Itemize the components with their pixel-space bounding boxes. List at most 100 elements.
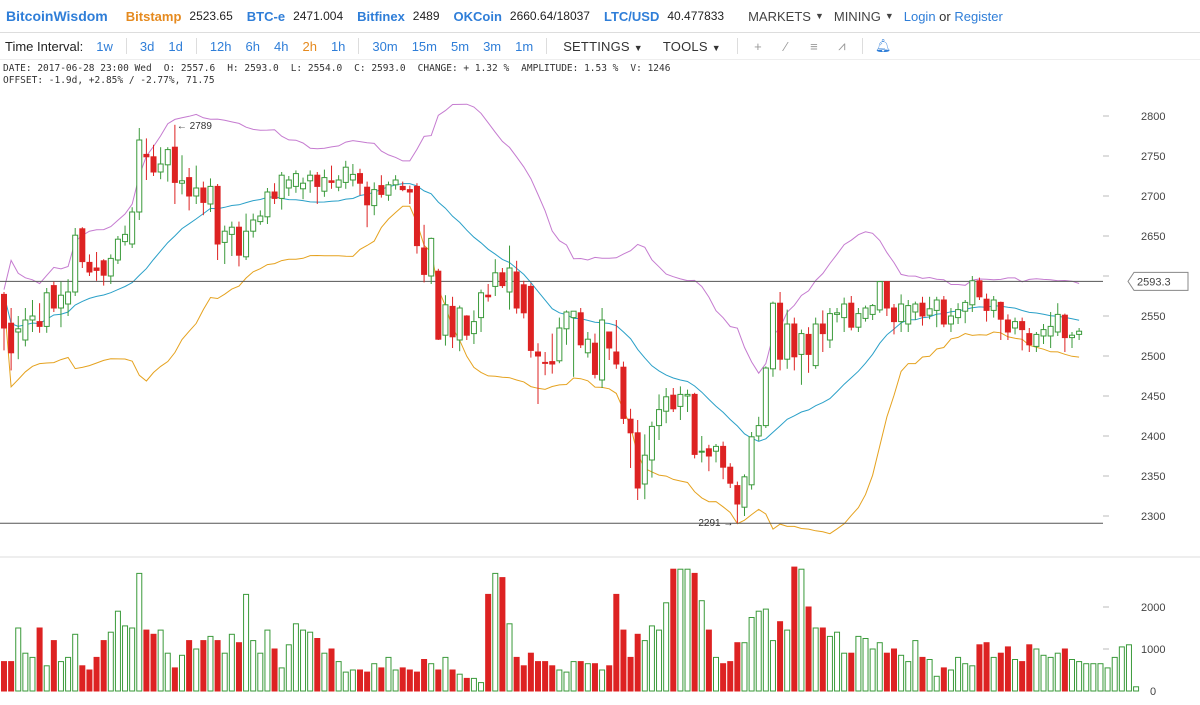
interval-12h[interactable]: 12h [209, 38, 232, 54]
candle-body [734, 485, 741, 505]
fan-tool-icon[interactable]: ⩘ [838, 38, 846, 53]
time-interval-label: Time Interval: [5, 38, 84, 54]
candle-body [791, 323, 798, 358]
candle-body [492, 272, 499, 287]
volume-bar [243, 593, 250, 692]
candle-body [164, 149, 171, 166]
volume-bar [122, 625, 129, 692]
candle-body [114, 238, 121, 261]
mining-menu[interactable]: MINING ▼ [834, 9, 894, 24]
brand-logo[interactable]: BitcoinWisdom [6, 8, 108, 24]
candle-body [100, 260, 107, 276]
interval-6h[interactable]: 6h [245, 38, 260, 54]
interval-3m[interactable]: 3m [483, 38, 502, 54]
volume-bar [114, 610, 121, 692]
candle-body [513, 271, 520, 309]
candle-body [705, 448, 712, 457]
login-link[interactable]: Login [903, 8, 936, 24]
volume-bar [129, 627, 136, 692]
volume-bar [171, 667, 178, 692]
candle-body [905, 305, 912, 325]
crosshair-icon[interactable]: + [754, 38, 762, 54]
volume-bar [406, 669, 413, 692]
price-tag-box [1127, 271, 1189, 291]
candle-body [777, 302, 784, 360]
volume-bar [862, 638, 869, 692]
market-ticker-bitstamp[interactable]: Bitstamp 2523.65 [126, 9, 233, 24]
volume-bar [1019, 661, 1026, 692]
interval-2h[interactable]: 2h [302, 38, 317, 54]
candle-body [841, 303, 848, 319]
volume-bar [577, 661, 584, 692]
candle-body [606, 331, 613, 349]
volume-bar [656, 629, 663, 692]
volume-bar [584, 663, 591, 692]
volume-bar [29, 656, 36, 692]
candle-body [556, 327, 563, 362]
interval-4h[interactable]: 4h [274, 38, 289, 54]
volume-bar [798, 568, 805, 692]
interval-15m[interactable]: 15m [411, 38, 437, 54]
volume-bar [983, 642, 990, 692]
volume-bar [1026, 644, 1033, 692]
interval-5m[interactable]: 5m [451, 38, 470, 54]
volume-bar [720, 663, 727, 692]
interval-1h[interactable]: 1h [330, 38, 346, 54]
trendline-tool-icon[interactable]: ∕ [784, 38, 787, 54]
candle-body [57, 294, 64, 309]
interval-1w[interactable]: 1w [96, 38, 113, 54]
interval-3d[interactable]: 3d [139, 38, 155, 54]
candle-body [741, 476, 748, 508]
candle-body [1069, 334, 1075, 339]
volume-bar [136, 572, 143, 692]
volume-bar [214, 640, 221, 692]
interval-1m[interactable]: 1m [515, 38, 534, 54]
market-ticker-ltcusd[interactable]: LTC/USD 40.477833 [604, 9, 724, 24]
info-change: CHANGE: + 1.32 % [417, 63, 510, 74]
volume-bar [556, 669, 563, 692]
candle-body [22, 319, 29, 341]
market-ticker-btce[interactable]: BTC-e 2471.004 [247, 9, 343, 24]
divider [195, 38, 197, 54]
volume-bar [86, 669, 93, 692]
candle-body [1040, 329, 1047, 337]
info-offset: OFFSET: -1.9d, +2.85% / -2.77%, 71.75 [3, 75, 215, 86]
candle-body [364, 186, 371, 206]
volume-bar [591, 663, 598, 692]
horizontal-lines-tool-icon[interactable]: ≡ [810, 38, 818, 54]
price-axis-label: 2650 [1141, 231, 1165, 243]
volume-bar [1097, 663, 1104, 692]
candle-body [478, 292, 485, 319]
price-axis-label: 2800 [1141, 111, 1165, 123]
bell-icon[interactable]: 🔔︎ [874, 38, 892, 53]
candle-body [869, 305, 876, 315]
market-ticker-bitfinex[interactable]: Bitfinex 2489 [357, 9, 439, 24]
candle-body [29, 315, 36, 321]
candle-body [428, 237, 435, 277]
register-link[interactable]: Register [954, 8, 1003, 24]
volume-bar [357, 669, 363, 692]
tools-menu[interactable]: TOOLS ▼ [663, 39, 721, 54]
candle-body [15, 328, 22, 333]
candle-body [1054, 313, 1061, 333]
candle-body [1019, 321, 1026, 331]
candle-body [990, 299, 997, 311]
volume-bar [250, 640, 257, 692]
settings-menu[interactable]: SETTINGS ▼ [563, 39, 643, 54]
volume-bar [307, 631, 314, 692]
interval-30m[interactable]: 30m [372, 38, 398, 54]
candle-body [463, 315, 470, 336]
low-annotation: 2291 → [698, 518, 733, 529]
exchange-price: 2489 [412, 9, 440, 23]
candle-body [300, 182, 307, 190]
high-annotation: ← 2789 [177, 121, 212, 132]
volume-bar [777, 621, 784, 692]
candle-body [520, 284, 527, 314]
volume-bar [8, 661, 15, 692]
volume-bar [413, 671, 420, 692]
markets-menu[interactable]: MARKETS ▼ [748, 9, 824, 24]
interval-1d[interactable]: 1d [168, 38, 183, 54]
volume-bar [186, 640, 193, 692]
market-ticker-okcoin[interactable]: OKCoin 2660.64/18037 [454, 9, 590, 24]
